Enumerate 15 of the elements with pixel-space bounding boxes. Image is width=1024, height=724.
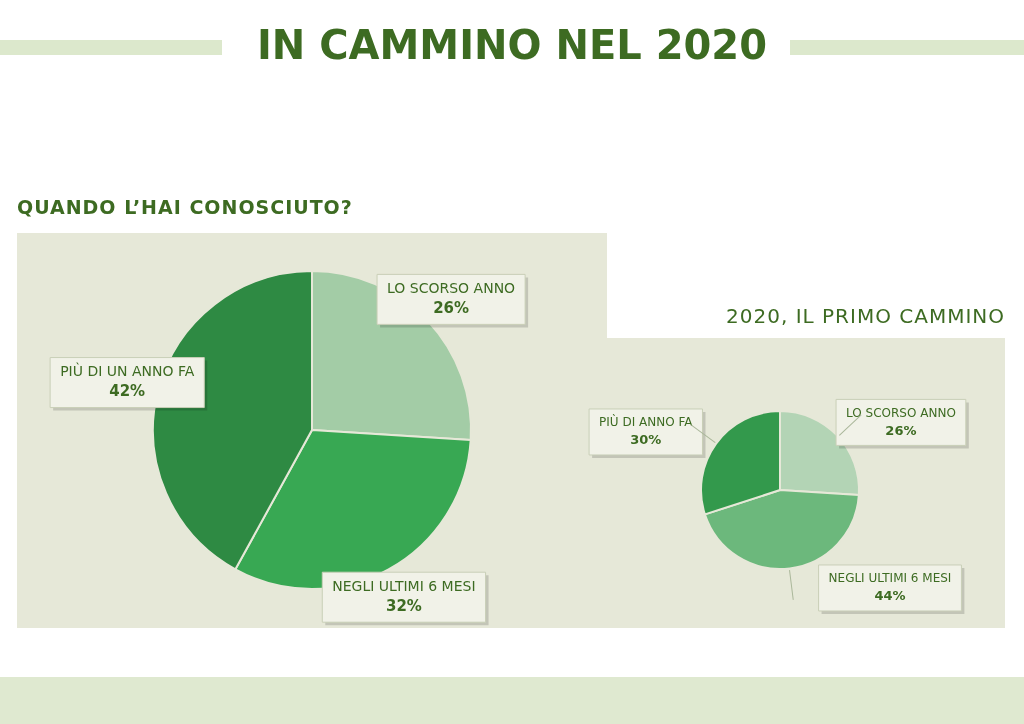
- data-label: 42%: [109, 382, 146, 401]
- data-label: 32%: [385, 597, 422, 616]
- chart-subtitle: QUANDO L’HAI CONOSCIUTO?: [17, 196, 353, 218]
- data-label: 30%: [630, 432, 662, 448]
- slice-label: NEGLI ULTIMI 6 MESI: [828, 571, 952, 586]
- data-label: 44%: [874, 588, 906, 604]
- data-label: 26%: [433, 299, 470, 318]
- slice-label: LO SCORSO ANNO: [387, 280, 516, 297]
- slice-label: PIÙ DI ANNO FA: [599, 414, 694, 430]
- chart-title: IN CAMMINO NEL 2020: [255, 22, 768, 68]
- chart-title: 2020, IL PRIMO CAMMINO: [725, 304, 1005, 328]
- slice-label: LO SCORSO ANNO: [846, 405, 956, 420]
- slice-label: PIÙ DI UN ANNO FA: [60, 362, 195, 380]
- data-label: 26%: [885, 422, 917, 438]
- slice-label: NEGLI ULTIMI 6 MESI: [332, 577, 476, 594]
